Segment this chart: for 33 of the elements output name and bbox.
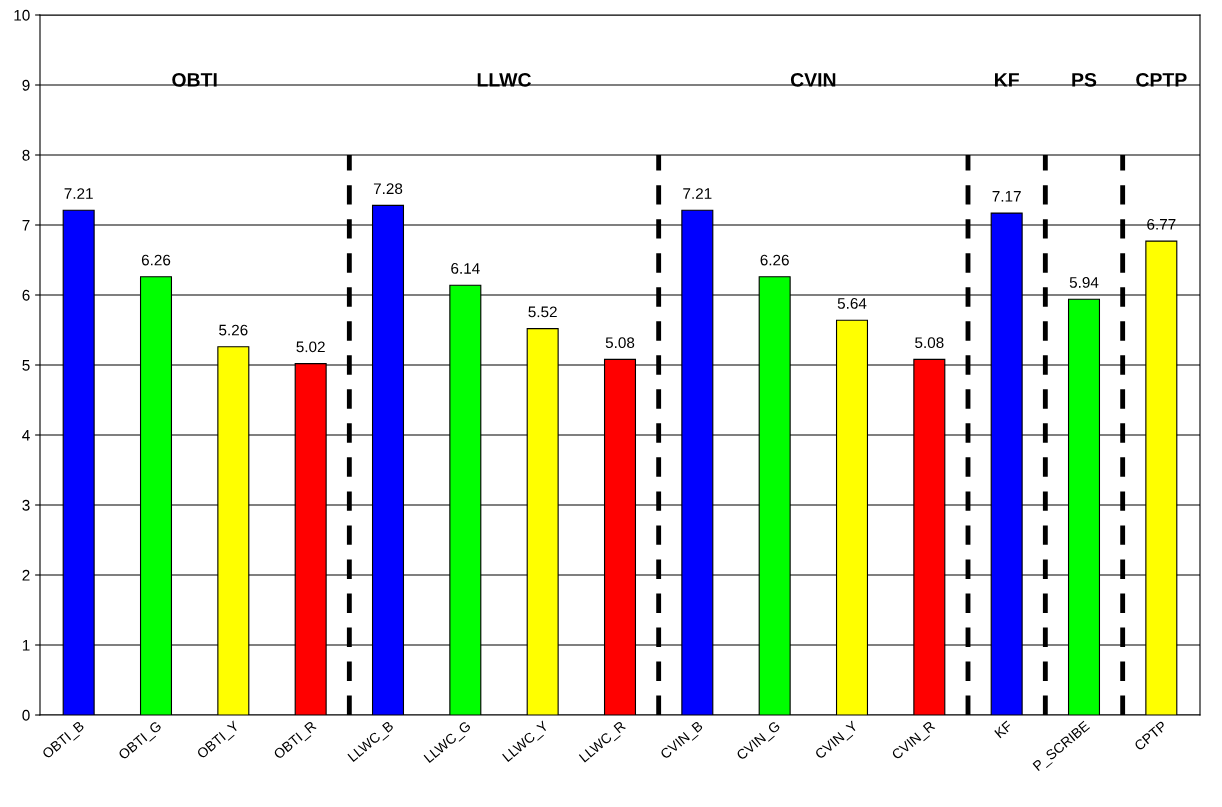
annotation: LLWC <box>477 72 532 87</box>
y-tick-label: 2 <box>22 569 30 581</box>
annotation: CVIN <box>790 72 836 87</box>
y-tick-label: 4 <box>22 430 30 441</box>
y-tick-label: 5 <box>22 360 30 371</box>
data-label: 7.21 <box>64 188 93 199</box>
y-tick-label: 10 <box>14 9 30 21</box>
data-label: 6.26 <box>141 254 171 266</box>
x-tick-label: KF <box>994 720 1013 739</box>
annotation: PS <box>1072 72 1097 87</box>
data-label: 7.17 <box>992 191 1021 202</box>
data-label: 5.08 <box>605 337 635 349</box>
y-tick-label: 7 <box>22 220 30 231</box>
annotation: CPTP <box>1136 72 1187 87</box>
y-tick-label: 9 <box>22 79 30 91</box>
data-label: 7.28 <box>373 183 403 195</box>
data-label: 6.77 <box>1147 218 1176 230</box>
y-tick-label: 6 <box>22 289 30 301</box>
data-label: 7.21 <box>683 188 712 199</box>
data-label: 5.64 <box>837 298 867 309</box>
y-tick-label: 1 <box>22 640 30 651</box>
y-tick-label: 3 <box>22 499 30 511</box>
data-label: 5.52 <box>528 306 557 318</box>
annotation: KF <box>995 73 1019 87</box>
data-label: 6.14 <box>451 263 480 274</box>
data-label: 5.26 <box>219 324 248 336</box>
y-tick-label: 0 <box>22 709 30 721</box>
data-label: 5.02 <box>296 341 325 353</box>
data-label: 5.94 <box>1069 277 1099 288</box>
annotation: OBTI <box>172 72 217 87</box>
data-label: 5.08 <box>915 337 944 349</box>
y-tick-label: 8 <box>22 149 30 161</box>
data-label: 6.26 <box>760 254 789 266</box>
